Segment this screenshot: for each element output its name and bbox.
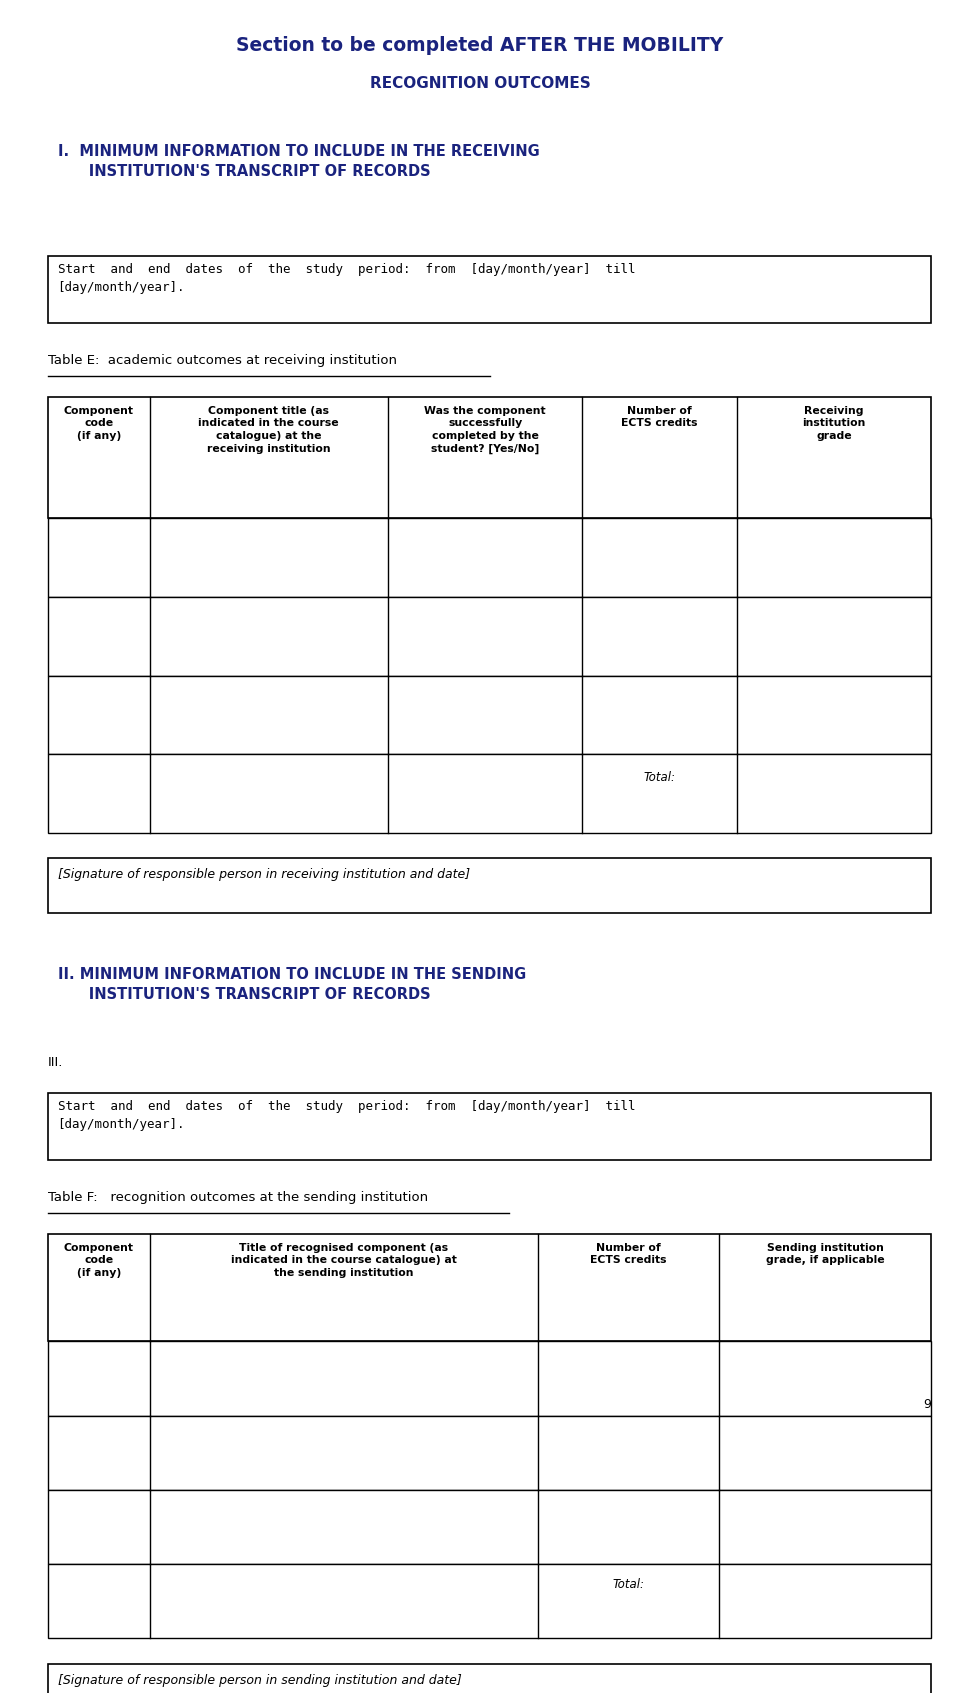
Text: Component title (as
indicated in the course
catalogue) at the
receiving institut: Component title (as indicated in the cou…	[199, 406, 339, 454]
Text: III.: III.	[48, 1055, 63, 1068]
Text: Section to be completed AFTER THE MOBILITY: Section to be completed AFTER THE MOBILI…	[236, 36, 724, 54]
Text: Component
code
(if any): Component code (if any)	[63, 406, 133, 442]
Bar	[48, 753, 931, 833]
Bar	[48, 1564, 931, 1639]
Bar	[48, 398, 931, 518]
Text: Start  and  end  dates  of  the  study  period:  from  [day/month/year]  till
[d: Start and end dates of the study period:…	[58, 262, 636, 295]
Text: [Signature of responsible person in receiving institution and date]: [Signature of responsible person in rece…	[58, 869, 469, 882]
Text: Start  and  end  dates  of  the  study  period:  from  [day/month/year]  till
[d: Start and end dates of the study period:…	[58, 1100, 636, 1131]
Text: Table F:   recognition outcomes at the sending institution: Table F: recognition outcomes at the sen…	[48, 1192, 428, 1204]
Bar	[48, 676, 931, 753]
Text: [Signature of responsible person in sending institution and date]: [Signature of responsible person in send…	[58, 1674, 462, 1686]
Bar	[48, 1415, 931, 1490]
Bar	[48, 1341, 931, 1415]
Bar	[48, 1092, 931, 1160]
Text: Component
code
(if any): Component code (if any)	[63, 1243, 133, 1278]
Text: Sending institution
grade, if applicable: Sending institution grade, if applicable	[766, 1243, 884, 1265]
Bar	[48, 1664, 931, 1693]
Text: Total:: Total:	[643, 772, 676, 784]
Bar	[48, 858, 931, 913]
Text: Was the component
successfully
completed by the
student? [Yes/No]: Was the component successfully completed…	[424, 406, 546, 454]
Text: I.  MINIMUM INFORMATION TO INCLUDE IN THE RECEIVING
      INSTITUTION'S TRANSCRI: I. MINIMUM INFORMATION TO INCLUDE IN THE…	[58, 144, 540, 179]
Bar	[48, 598, 931, 676]
Text: Number of
ECTS credits: Number of ECTS credits	[621, 406, 698, 428]
Bar	[48, 518, 931, 598]
Text: 9: 9	[924, 1398, 931, 1412]
Text: II. MINIMUM INFORMATION TO INCLUDE IN THE SENDING
      INSTITUTION'S TRANSCRIPT: II. MINIMUM INFORMATION TO INCLUDE IN TH…	[58, 967, 526, 1002]
Text: Receiving
institution
grade: Receiving institution grade	[803, 406, 866, 442]
Text: RECOGNITION OUTCOMES: RECOGNITION OUTCOMES	[370, 76, 590, 91]
Bar	[48, 256, 931, 323]
Bar	[48, 1234, 931, 1341]
Text: Table E:  academic outcomes at receiving institution: Table E: academic outcomes at receiving …	[48, 354, 397, 367]
Text: Title of recognised component (as
indicated in the course catalogue) at
the send: Title of recognised component (as indica…	[231, 1243, 457, 1278]
Text: Number of
ECTS credits: Number of ECTS credits	[590, 1243, 667, 1265]
Text: Total:: Total:	[612, 1578, 645, 1591]
Bar	[48, 1490, 931, 1564]
